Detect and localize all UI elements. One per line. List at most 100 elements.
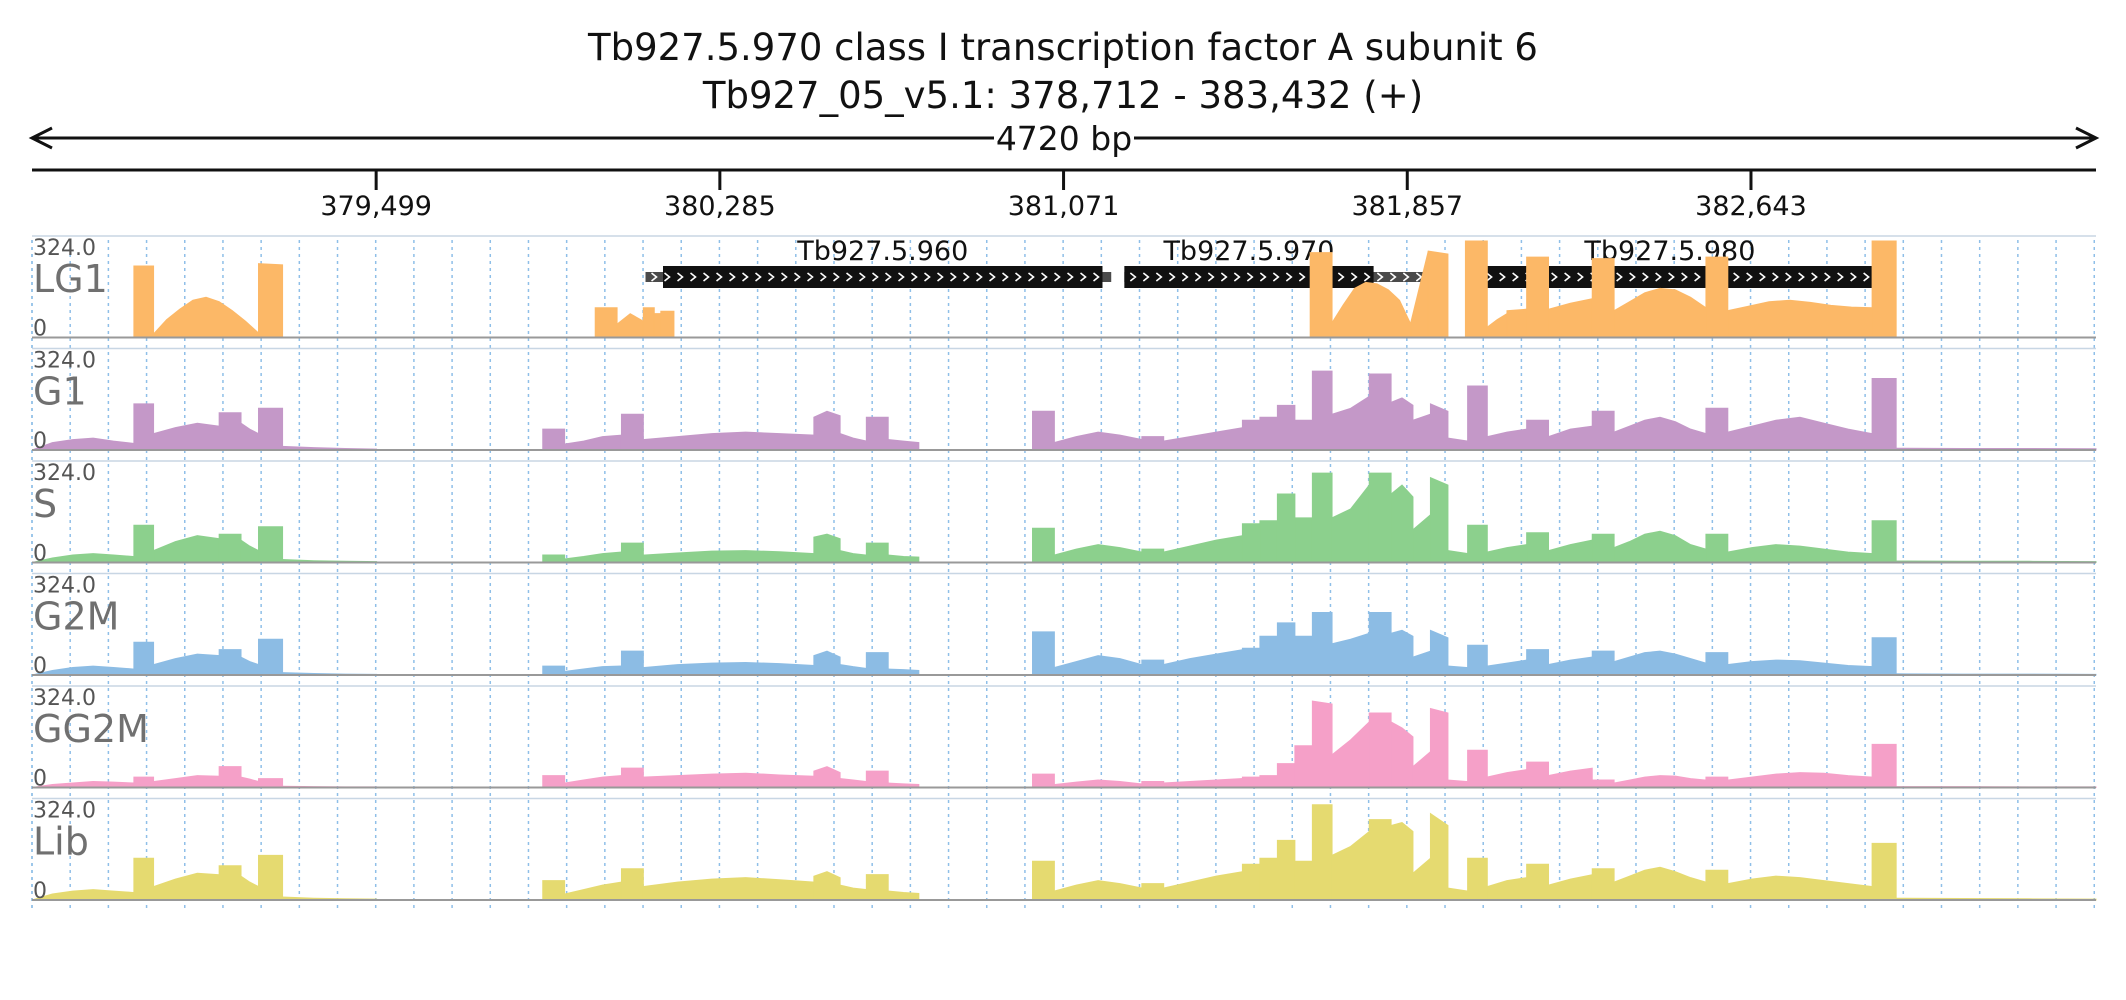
- coverage-area: [1276, 622, 1296, 676]
- coverage-area: [1032, 860, 1055, 901]
- coverage-area: [1467, 524, 1488, 563]
- coverage-area: [1591, 868, 1615, 901]
- coverage-area: [564, 881, 622, 901]
- coverage-area: [218, 766, 242, 788]
- coordinate-ruler: 379,499 380,285 381,071 381,857 382,643: [32, 168, 2096, 222]
- coverage-area: [542, 554, 566, 563]
- coverage-area: [1390, 484, 1414, 563]
- y-min-label: 0: [33, 879, 47, 904]
- coverage-area: [1163, 535, 1243, 563]
- span-label: 4720 bp: [996, 119, 1132, 158]
- coverage-area: [1368, 819, 1392, 901]
- gene-feature: Tb927.5.970: [1124, 236, 1446, 288]
- gene-feature: Tb927.5.960: [645, 236, 1112, 288]
- ruler-tick-label: 381,857: [1351, 191, 1463, 222]
- coverage-area: [813, 410, 841, 451]
- coverage-area: [1591, 410, 1615, 451]
- gene-cds: [663, 266, 1103, 288]
- coverage-area: [133, 857, 155, 901]
- coverage-area: [1486, 877, 1528, 901]
- span-label-bg: [994, 118, 1134, 158]
- coverage-area: [564, 775, 622, 788]
- coverage-area: [1241, 419, 1261, 451]
- coverage-area: [1276, 839, 1296, 901]
- coverage-area: [564, 434, 622, 451]
- coverage-area: [1331, 395, 1370, 451]
- coverage-area: [865, 652, 889, 676]
- coverage-area: [887, 439, 920, 451]
- span-indicator: 4720 bp: [28, 118, 2100, 158]
- track-lib: 324.0 0 Lib: [31, 797, 2097, 904]
- coverage-area: [813, 650, 841, 676]
- coverage-area: [1447, 779, 1469, 788]
- coverage-area: [1591, 258, 1615, 338]
- coverage-area: [1294, 517, 1313, 563]
- coverage-area: [1390, 822, 1414, 901]
- coverage-area: [1705, 776, 1729, 788]
- chart-title: Tb927.5.970 class I transcription factor…: [587, 26, 1538, 69]
- coverage-area: [1591, 533, 1615, 563]
- coverage-area: [1259, 416, 1278, 451]
- coverage-area: [1613, 866, 1707, 901]
- coverage-area: [1032, 773, 1055, 788]
- coverage-area: [240, 875, 260, 901]
- coverage-area: [153, 296, 260, 338]
- coverage-area: [1447, 550, 1469, 563]
- coverage-area: [1548, 298, 1593, 338]
- y-min-label: 0: [33, 317, 47, 342]
- coverage-area: [1526, 649, 1550, 676]
- coverage-area: [1727, 416, 1873, 451]
- coverage-area: [1871, 637, 1897, 676]
- coverage-area: [1141, 659, 1165, 676]
- gene-strand-arrows: [651, 272, 1100, 282]
- coverage-area: [1705, 869, 1729, 901]
- coverage-area: [1259, 775, 1278, 788]
- coverage-area: [1032, 410, 1055, 451]
- coverage-area: [1368, 472, 1392, 563]
- coverage-area: [1412, 650, 1431, 676]
- coverage-area: [1163, 871, 1243, 901]
- coverage-area: [620, 542, 644, 563]
- coverage-area: [1705, 652, 1729, 676]
- coverage-area: [1591, 650, 1615, 676]
- coverage-area: [1241, 863, 1261, 901]
- coverage-area: [1294, 635, 1313, 676]
- coverage-area: [1727, 772, 1873, 788]
- coverage-area: [1331, 281, 1412, 338]
- gene-cds: [1467, 266, 1873, 288]
- coverage-area: [1727, 299, 1873, 338]
- ruler-tick-label: 382,643: [1695, 191, 1807, 222]
- coverage-area: [1412, 513, 1431, 563]
- coverage-area: [1613, 530, 1707, 563]
- coverage-area: [1368, 373, 1392, 451]
- coverage-area: [564, 665, 622, 676]
- coverage-area: [1141, 883, 1165, 901]
- y-max-label: 324.0: [33, 349, 96, 374]
- coverage-area: [1447, 887, 1469, 901]
- coverage-area: [1427, 250, 1449, 338]
- track-gg2m: 324.0 0 GG2M: [31, 685, 2097, 792]
- coverage-area: [642, 772, 815, 788]
- coverage-area: [153, 535, 220, 563]
- coverage-area: [1548, 874, 1593, 901]
- coverage-area: [1390, 721, 1414, 788]
- track-s: 324.0 0 S: [31, 460, 2097, 567]
- coverage-area: [218, 649, 242, 676]
- coverage-area: [1032, 527, 1055, 563]
- coverage-area: [133, 265, 155, 338]
- coverage-area: [1727, 544, 1873, 563]
- coverage-area: [1412, 413, 1431, 451]
- coverage-area: [1331, 632, 1370, 676]
- y-min-label: 0: [33, 429, 47, 454]
- coverage-area: [1613, 775, 1707, 788]
- coverage-area: [1429, 629, 1449, 676]
- coverage-area: [1467, 385, 1488, 451]
- coverage-area: [542, 665, 566, 676]
- coverage-area: [1613, 416, 1707, 451]
- coverage-area: [1486, 544, 1528, 563]
- coverage-area: [865, 416, 889, 451]
- coverage-area: [1705, 256, 1729, 338]
- coverage-area: [616, 313, 644, 338]
- coverage-area: [133, 403, 155, 451]
